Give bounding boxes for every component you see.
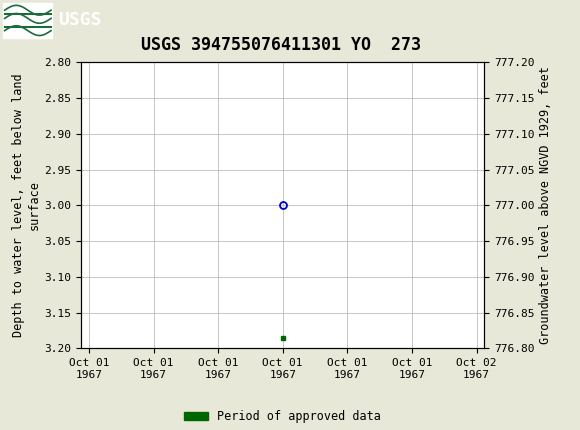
Text: USGS: USGS [58,12,102,29]
Y-axis label: Groundwater level above NGVD 1929, feet: Groundwater level above NGVD 1929, feet [539,66,552,344]
Y-axis label: Depth to water level, feet below land
surface: Depth to water level, feet below land su… [12,74,41,337]
Legend: Period of approved data: Period of approved data [180,406,386,428]
FancyBboxPatch shape [3,3,52,37]
Text: USGS 394755076411301 YO  273: USGS 394755076411301 YO 273 [142,36,421,54]
